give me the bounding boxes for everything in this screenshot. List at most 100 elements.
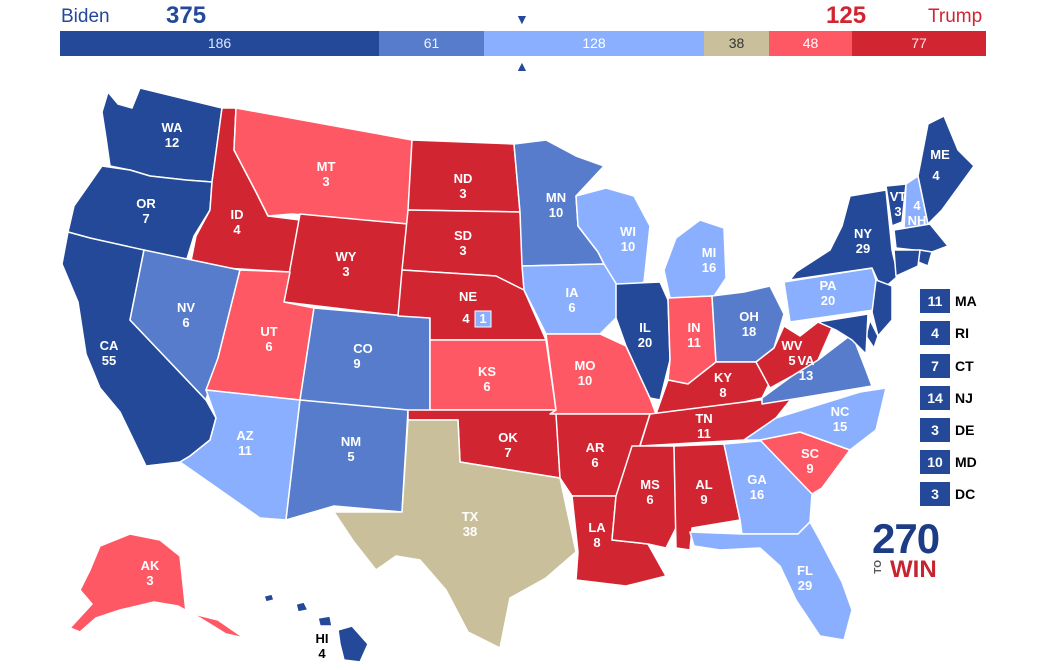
270towin-logo[interactable]: 270 TO WIN (872, 518, 952, 584)
label-AL-abbr: AL (695, 477, 712, 492)
state-FL[interactable] (689, 521, 853, 641)
label-NH-abbr: NH (908, 213, 927, 228)
label-LA-ev: 8 (593, 535, 600, 550)
majority-marker-down-icon: ▼ (515, 11, 529, 27)
label-AK-ev: 3 (146, 573, 153, 588)
label-TN-abbr: TN (695, 411, 712, 426)
label-MO-abbr: MO (575, 358, 596, 373)
small-state-MA[interactable]: 11 MA (920, 289, 1020, 313)
label-WY-ev: 3 (342, 264, 349, 279)
biden-ev-total: 375 (166, 2, 207, 29)
label-NM-abbr: NM (341, 434, 361, 449)
ne-district-box[interactable] (474, 310, 492, 328)
state-NY[interactable] (789, 189, 899, 291)
label-NY-ev: 29 (856, 241, 870, 256)
label-UT-ev: 6 (265, 339, 272, 354)
label-PA-abbr: PA (819, 278, 837, 293)
state-MA[interactable] (893, 223, 949, 253)
small-state-NJ[interactable]: 14 NJ (920, 386, 1020, 410)
label-NC-ev: 15 (833, 419, 847, 434)
label-SC-abbr: SC (801, 446, 820, 461)
label-HI-abbr: HI (316, 631, 329, 646)
label-WV-abbr: WV (782, 338, 803, 353)
state-CT[interactable] (893, 249, 921, 277)
label-TX-abbr: TX (462, 509, 479, 524)
label-KS-ev: 6 (483, 379, 490, 394)
logo-win: WIN (890, 556, 937, 583)
label-ME-abbr: ME (930, 147, 950, 162)
label-VA-abbr: VA (797, 353, 815, 368)
label-OK-ev: 7 (504, 445, 511, 460)
bar-lean-dem[interactable]: 128 (484, 31, 704, 56)
label-CA-ev: 55 (102, 353, 116, 368)
label-CA-abbr: CA (100, 338, 119, 353)
label-MI-ev: 16 (702, 260, 716, 275)
small-state-DC[interactable]: 3 DC (920, 482, 1020, 506)
label-IA-abbr: IA (566, 285, 580, 300)
state-OR[interactable] (67, 165, 213, 263)
state-NM[interactable] (285, 399, 409, 521)
label-KY-ev: 8 (719, 385, 726, 400)
label-NV-ev: 6 (182, 315, 189, 330)
label-VT-abbr: VT (890, 189, 907, 204)
small-state-MD[interactable]: 10 MD (920, 450, 1020, 474)
state-HI[interactable] (263, 593, 369, 663)
label-NH-ev: 4 (913, 198, 921, 213)
label-OH-abbr: OH (739, 309, 759, 324)
small-state-abbr: NJ (955, 390, 973, 406)
bar-lean-rep[interactable]: 48 (769, 31, 852, 56)
label-FL-abbr: FL (797, 563, 813, 578)
label-WI-abbr: WI (620, 224, 636, 239)
small-state-DE[interactable]: 3 DE (920, 418, 1020, 442)
bar-safe-dem[interactable]: 186 (60, 31, 379, 56)
trump-name: Trump (928, 6, 983, 27)
label-ME-ev: 4 (932, 168, 940, 183)
state-CO[interactable] (299, 307, 431, 415)
label-MN-abbr: MN (546, 190, 566, 205)
state-MD[interactable] (817, 313, 869, 355)
label-NC-abbr: NC (831, 404, 850, 419)
label-WY-abbr: WY (336, 249, 357, 264)
majority-marker-up-icon: ▲ (515, 58, 529, 74)
label-MT-abbr: MT (317, 159, 336, 174)
small-state-RI[interactable]: 4 RI (920, 321, 1020, 345)
label-NE-ev2: 1 (479, 311, 486, 326)
label-WA-ev: 12 (165, 135, 179, 150)
state-IL[interactable] (615, 281, 671, 401)
label-AR-abbr: AR (586, 440, 605, 455)
bar-likely-dem[interactable]: 61 (379, 31, 484, 56)
state-AK[interactable] (69, 533, 245, 639)
label-GA-abbr: GA (747, 472, 767, 487)
state-labels: WA 12 OR 7 CA 55 ID 4 NV 6 MT 3 WY 3 UT … (100, 120, 950, 661)
state-VT[interactable] (885, 183, 907, 227)
label-HI-ev: 4 (318, 646, 326, 661)
label-LA-abbr: LA (588, 520, 606, 535)
small-state-ev: 14 (920, 386, 950, 410)
bar-safe-rep[interactable]: 77 (852, 31, 986, 56)
trump-ev-total: 125 (826, 2, 867, 29)
label-IA-ev: 6 (568, 300, 575, 315)
label-TN-ev: 11 (697, 426, 711, 441)
state-MO[interactable] (545, 333, 657, 415)
bar-tossup[interactable]: 38 (704, 31, 769, 56)
label-NY-abbr: NY (854, 226, 872, 241)
small-state-ev: 3 (920, 418, 950, 442)
state-NJ[interactable] (871, 279, 893, 337)
label-NE-abbr: NE (459, 289, 477, 304)
state-NC[interactable] (743, 387, 887, 451)
label-UT-abbr: UT (260, 324, 277, 339)
label-ND-ev: 3 (459, 186, 466, 201)
label-KY-abbr: KY (714, 370, 732, 385)
small-state-ev: 3 (920, 482, 950, 506)
label-AR-ev: 6 (591, 455, 598, 470)
label-AK-abbr: AK (141, 558, 160, 573)
state-MI[interactable] (663, 219, 727, 299)
state-TX[interactable] (333, 419, 577, 649)
small-state-CT[interactable]: 7 CT (920, 354, 1020, 378)
small-state-ev: 4 (920, 321, 950, 345)
label-AZ-abbr: AZ (236, 428, 253, 443)
state-ME[interactable] (917, 115, 975, 225)
label-MO-ev: 10 (578, 373, 592, 388)
label-GA-ev: 16 (750, 487, 764, 502)
